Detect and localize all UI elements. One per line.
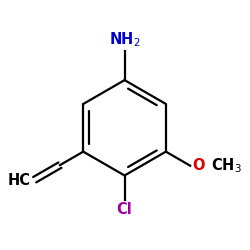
Text: O: O xyxy=(192,158,205,173)
Text: HC: HC xyxy=(8,173,30,188)
Text: NH$_2$: NH$_2$ xyxy=(109,30,140,49)
Text: Cl: Cl xyxy=(117,202,132,217)
Text: CH$_3$: CH$_3$ xyxy=(212,156,242,175)
